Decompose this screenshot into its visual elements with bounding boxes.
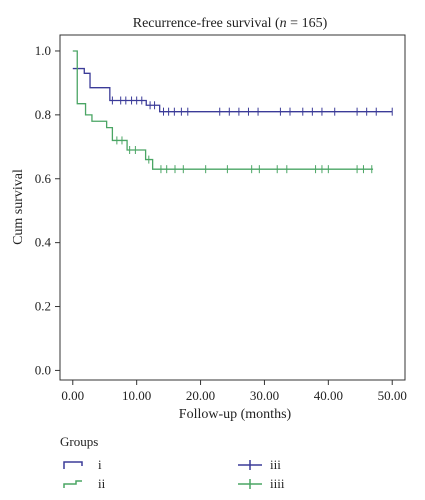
x-axis: 0.00 10.00 20.00 30.00 40.00 50.00 [61,380,407,403]
survival-curve-ii [72,50,374,170]
y-tick-label: 0.0 [35,362,51,377]
y-tick-label: 0.8 [35,107,51,122]
legend-item-iii: iii [236,457,356,473]
legend-cross-icon-iii [238,460,262,470]
legend-label-iii: iii [270,457,281,472]
x-tick-label: 50.00 [378,388,407,403]
x-tick-label: 30.00 [250,388,279,403]
y-tick-label: 0.4 [35,235,52,250]
x-tick-label: 0.00 [61,388,84,403]
legend-item-iiii: iiii [236,476,356,492]
legend-step-icon-i [63,461,83,469]
legend-label-iiii: iiii [270,476,285,491]
legend-label-i: i [98,457,102,472]
km-chart: Recurrence-free survival (n = 165) 0.00.… [11,16,407,422]
plot-frame [59,34,406,381]
x-tick-label: 10.00 [122,388,151,403]
y-tick-label: 1.0 [35,43,51,58]
x-tick-label: 40.00 [314,388,343,403]
legend-label-ii: ii [98,476,106,491]
series-layer [72,50,393,174]
legend-step-icon-ii [63,480,82,488]
legend-item-ii: ii [62,476,182,492]
survival-curve-i [72,67,393,113]
legend-item-i: i [62,457,182,473]
chart-title: Recurrence-free survival (n = 165) [133,16,328,31]
legend-title: Groups [60,434,99,449]
y-tick-label: 0.6 [35,171,52,186]
y-tick-label: 0.2 [35,299,51,314]
y-axis: 0.0 0.2 0.4 0.6 0.8 1.0 [35,43,60,377]
x-axis-label: Follow-up (months) [179,407,292,422]
legend-cross-icon-iiii [238,479,262,489]
y-axis-label: Cum survival [11,169,26,245]
x-tick-label: 20.00 [186,388,215,403]
